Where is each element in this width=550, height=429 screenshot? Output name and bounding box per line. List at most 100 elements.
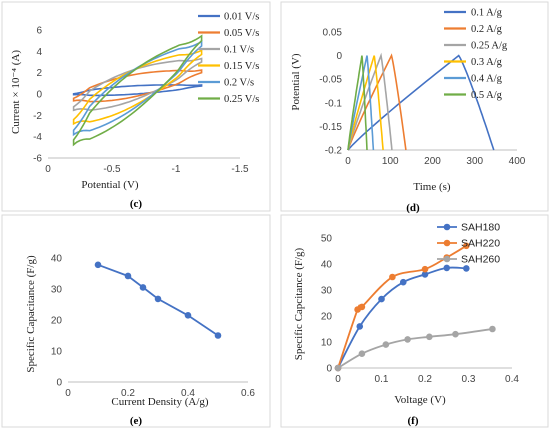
panel-c-legend-label-1: 0.05 V/s <box>224 28 259 39</box>
panel-f-point-1-6 <box>463 242 470 250</box>
panel-e-point-4 <box>184 312 192 319</box>
panel-f-ytick: 30 <box>321 286 333 297</box>
panel-f-point-1-2 <box>358 303 366 311</box>
panel-e-point-2 <box>139 284 147 291</box>
panel-c-ytick: 2 <box>36 68 42 79</box>
panel-d-ytick: -0.2 <box>325 146 343 157</box>
panel-c-ytick: -2 <box>33 111 42 122</box>
panel-f-legend-marker-2 <box>443 255 451 263</box>
panel-f-point-0-3 <box>399 278 407 286</box>
panel-f-point-2-2 <box>382 341 390 348</box>
panel-c-legend-label-5: 0.25 V/s <box>224 94 259 105</box>
panel-d-legend-label-2: 0.25 A/g <box>471 41 508 52</box>
panel-e-xtick: 0 <box>65 388 71 399</box>
panel-e-label: (e) <box>130 415 143 427</box>
panel-f-xtick: 0.1 <box>375 374 389 385</box>
panel-c-ytick: -4 <box>33 132 42 143</box>
panel-d-legend-label-4: 0.4 A/g <box>471 74 503 85</box>
panel-d-ylabel: Potential (V) <box>290 53 302 110</box>
panel-f: 0 0.1 0.2 0.3 0.4 0 10 20 30 40 50 SAH180 SAH220 SAH2… <box>280 214 549 428</box>
panel-e-xtick: 0.2 <box>121 388 135 399</box>
panel-f-ytick: 0 <box>326 364 332 375</box>
panel-f-point-2-0 <box>334 364 342 372</box>
panel-f-xtick: 0.4 <box>505 374 519 385</box>
panel-d-legend-label-0: 0.1 A/g <box>471 8 503 19</box>
panel-f-xlabel: Voltage (V) <box>394 394 446 406</box>
panel-c-label: (c) <box>130 198 143 210</box>
panel-d-ytick: -0.05 <box>319 75 342 86</box>
panel-e-point-5 <box>214 332 222 339</box>
panel-c-ylabel: Current × 10⁻⁴ (A) <box>10 50 22 134</box>
panel-f-ytick: 50 <box>321 234 333 245</box>
panel-f-point-0-2 <box>378 295 385 303</box>
panel-c-xtick: -0.5 <box>103 164 121 175</box>
panel-f-point-0-5 <box>443 264 451 272</box>
panel-d-xtick: 400 <box>509 156 526 167</box>
panel-c-series-2 <box>72 57 203 112</box>
panel-d-frame <box>280 1 549 212</box>
panel-d-xtick: 0 <box>345 156 351 167</box>
panel-f-point-0-1 <box>356 323 364 330</box>
panel-e: 0 0.2 0.4 0.6 0 10 20 30 40 Current Density (A/g… <box>1 214 271 428</box>
panel-e-point-3 <box>154 295 162 303</box>
panel-c-ytick: 4 <box>36 47 42 58</box>
panel-d-plot: 0 100 200 300 400 0.05 0 -0.05 -0.1 -0.15 -0.2 0.1 … <box>319 8 526 168</box>
panel-c-series-0 <box>72 84 203 97</box>
panel-e-point-1 <box>124 272 132 280</box>
panel-f-xtick: 0.3 <box>462 374 476 385</box>
panel-c-legend-label-4: 0.2 V/s <box>224 78 254 89</box>
panel-d-series-4 <box>347 55 375 151</box>
panel-c-series-5 <box>72 34 203 147</box>
panel-d-legend-label-3: 0.3 A/g <box>471 57 503 68</box>
panel-c-xlabel: Potential (V) <box>81 179 138 191</box>
panel-e-ytick: 0 <box>56 378 62 389</box>
panel-e-frame <box>1 214 271 428</box>
panel-c-legend-label-3: 0.15 V/s <box>224 61 259 72</box>
panel-c-legend-label-0: 0.01 V/s <box>224 12 259 23</box>
panel-f-legend-label-1: SAH220 <box>461 238 500 250</box>
panel-c-series-4 <box>72 40 203 137</box>
panel-f-xtick: 0.2 <box>418 374 432 385</box>
panel-f-plot: 0 0.1 0.2 0.3 0.4 0 10 20 30 40 50 SAH180 SAH220 SAH2… <box>321 222 520 386</box>
panel-f-point-2-3 <box>404 336 411 343</box>
panel-d-legend-label-1: 0.2 A/g <box>471 24 503 35</box>
panel-c-xtick: 0 <box>45 164 51 175</box>
panel-d-xlabel: Time (s) <box>413 181 451 193</box>
panel-f-point-0-6 <box>463 265 470 272</box>
panel-d-label: (d) <box>406 202 420 214</box>
panel-f-point-1-4 <box>421 265 429 273</box>
panel-d-series-0 <box>347 54 495 151</box>
panel-d: 0 100 200 300 400 0.05 0 -0.05 -0.1 -0.15 -0.2 0.1 … <box>280 1 549 214</box>
panel-e-ylabel: Specific Capacitance (F/g) <box>25 255 37 373</box>
panel-d-xtick: 100 <box>382 156 399 167</box>
panel-c-xtick: -1.5 <box>231 164 249 175</box>
panel-c: 0 -0.5 -1 -1.5 -6 -4 -2 0 2 4 6 0.01 V/s 0.05 V/s 0.1… <box>1 1 271 212</box>
panel-f-ytick: 10 <box>321 338 333 349</box>
panel-c-series-3 <box>72 49 203 126</box>
panel-c-ytick: 6 <box>36 26 42 37</box>
panel-d-series-3 <box>347 55 384 151</box>
panel-d-ytick: -0.15 <box>319 122 342 133</box>
panel-f-xtick: 0 <box>335 374 341 385</box>
panel-f-label: (f) <box>408 415 419 427</box>
panel-c-ytick: -6 <box>33 154 42 165</box>
panel-f-ytick: 20 <box>321 312 333 323</box>
panel-e-ytick: 30 <box>51 285 63 296</box>
panel-d-series-5 <box>347 55 368 151</box>
panel-d-legend-label-5: 0.5 A/g <box>471 90 503 101</box>
panel-e-point-0 <box>94 261 102 269</box>
panel-f-ylabel: Specific Capcitance (F/g) <box>293 247 305 360</box>
panel-d-series-2 <box>347 52 393 151</box>
panel-e-ytick: 40 <box>51 254 63 265</box>
panel-f-point-2-1 <box>358 350 366 358</box>
panel-e-xtick: 0.6 <box>241 388 255 399</box>
panel-f-ytick: 40 <box>321 260 333 271</box>
panel-e-series-line-0 <box>97 263 219 337</box>
panel-e-xtick: 0.4 <box>181 388 195 399</box>
panel-d-xtick: 200 <box>424 156 441 167</box>
panel-f-point-2-6 <box>489 325 496 333</box>
panel-f-legend-marker-0 <box>443 223 451 231</box>
panel-f-legend-label-0: SAH180 <box>461 222 500 234</box>
panel-f-frame <box>280 214 549 428</box>
